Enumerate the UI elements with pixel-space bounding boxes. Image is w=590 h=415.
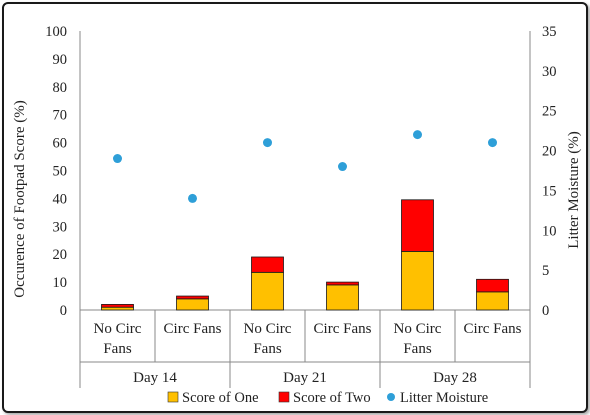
category-label-line1: No Circ	[94, 321, 142, 337]
right-tick-label: 0	[542, 303, 549, 319]
bar-score-two	[176, 295, 209, 300]
legend-label-score-one: Score of One	[182, 390, 259, 406]
left-tick-label: 50	[53, 164, 68, 180]
right-tick-label: 5	[542, 263, 549, 279]
bar-score-two	[326, 281, 359, 286]
left-axis-title: Occurence of Footpad Score (%)	[12, 100, 28, 297]
bar-score-two	[251, 256, 284, 273]
bar-score-one	[326, 284, 359, 311]
left-tick-label: 10	[53, 275, 68, 291]
bars	[101, 199, 509, 311]
right-tick-label: 30	[542, 64, 557, 80]
group-label: Day 21	[283, 370, 327, 386]
bar-score-one	[476, 291, 509, 311]
legend: Score of One Score of Two Litter Moistur…	[167, 390, 488, 406]
category-labels: No Circ Fans Circ Fans No Circ Fans Circ Fans…	[94, 321, 522, 357]
right-tick-label: 15	[542, 183, 557, 199]
category-label-line2: Fans	[403, 341, 432, 357]
right-tick-label: 20	[542, 144, 557, 160]
legend-swatch-score-two	[278, 391, 290, 403]
moisture-point	[488, 138, 497, 148]
bar-score-one	[401, 251, 434, 311]
left-tick-label: 20	[53, 247, 68, 263]
moisture-point	[413, 130, 422, 140]
right-tick-label: 10	[542, 223, 557, 239]
bar-score-one	[176, 298, 209, 311]
left-axis-ticks: 0 10 20 30 40 50 60 70 80 90 100	[45, 24, 67, 319]
right-axis-ticks: 0 5 10 15 20 25 30 35	[542, 24, 557, 319]
category-label-line1: Circ Fans	[164, 321, 222, 337]
moisture-point	[263, 138, 272, 148]
left-tick-label: 60	[53, 136, 68, 152]
left-tick-label: 90	[53, 52, 68, 68]
category-label-line2: Fans	[103, 341, 132, 357]
left-tick-label: 80	[53, 80, 68, 96]
bar-score-one	[101, 306, 134, 311]
legend-marker-moisture	[387, 393, 395, 401]
legend-label-moisture: Litter Moisture	[400, 390, 488, 406]
left-tick-label: 30	[53, 219, 68, 235]
legend-swatch-score-one	[167, 391, 179, 403]
moisture-points	[113, 130, 497, 203]
group-label: Day 14	[133, 370, 177, 386]
moisture-point	[338, 162, 347, 172]
left-tick-label: 100	[45, 24, 67, 40]
axes	[79, 31, 531, 388]
category-label-line1: No Circ	[244, 321, 292, 337]
moisture-point	[188, 193, 197, 203]
bar-score-two	[401, 199, 434, 252]
right-axis-title: Litter Moisture (%)	[566, 131, 582, 248]
category-label-line1: No Circ	[394, 321, 442, 337]
left-tick-label: 0	[60, 303, 67, 319]
category-label-line2: Fans	[253, 341, 282, 357]
legend-label-score-two: Score of Two	[293, 390, 371, 406]
category-label-line1: Circ Fans	[314, 321, 372, 337]
bar-score-two	[101, 304, 134, 308]
moisture-point	[113, 154, 122, 164]
group-label: Day 28	[433, 370, 477, 386]
group-labels: Day 14 Day 21 Day 28	[133, 370, 477, 386]
right-tick-label: 35	[542, 24, 557, 40]
left-tick-label: 40	[53, 191, 68, 207]
category-label-line1: Circ Fans	[464, 321, 522, 337]
right-tick-label: 25	[542, 104, 557, 120]
left-tick-label: 70	[53, 108, 68, 124]
bar-score-two	[476, 278, 509, 293]
bar-score-one	[251, 271, 284, 311]
